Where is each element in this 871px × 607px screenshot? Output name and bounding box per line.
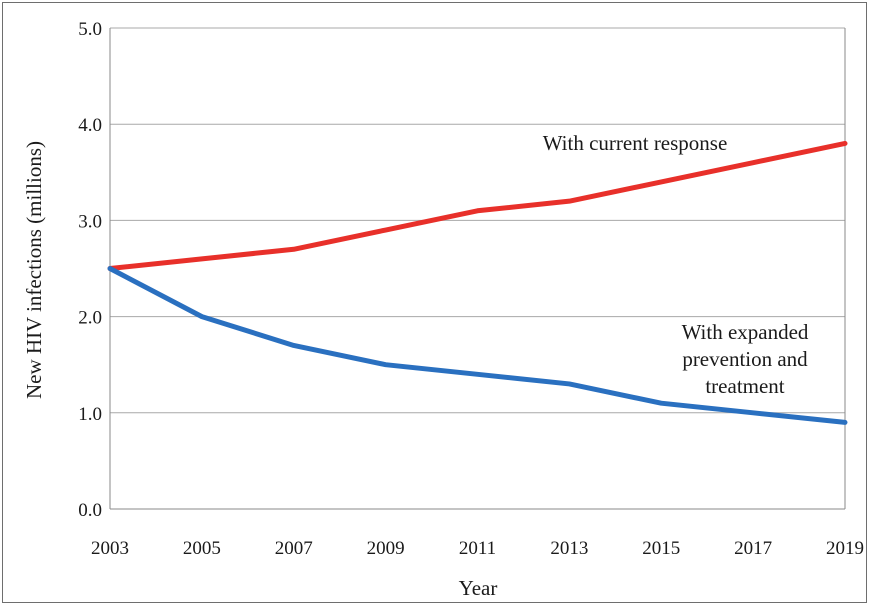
annotation-expanded: treatment: [705, 374, 784, 398]
gridlines: [110, 27, 845, 414]
plot-area: [109, 28, 846, 510]
x-tick-label: 2011: [459, 538, 496, 559]
annotation-expanded: With expanded: [682, 320, 809, 344]
y-tick-label: 4.0: [78, 115, 102, 136]
y-tick-label: 1.0: [78, 404, 102, 425]
annotation-expanded: prevention and: [682, 347, 808, 371]
x-tick-label: 2015: [642, 538, 680, 559]
x-tick-label: 2005: [183, 538, 221, 559]
y-tick-label: 2.0: [78, 308, 102, 329]
x-tick-label: 2009: [367, 538, 405, 559]
x-tick-label: 2003: [91, 538, 129, 559]
series-line-2: [107, 266, 848, 425]
x-tick-label: 2019: [826, 538, 864, 559]
y-tick-label: 3.0: [78, 211, 102, 232]
annotation-current: With current response: [543, 131, 728, 155]
x-axis-title: Year: [459, 576, 498, 600]
x-tick-label: 2017: [734, 538, 772, 559]
x-tick-labels: 2003 2005 2007 2009 2011 2013 2015 2017 2019: [91, 538, 864, 559]
annotations: With current response With expanded preven…: [543, 131, 809, 398]
series-lines: [107, 140, 848, 425]
y-axis-title: New HIV infections (millions): [22, 141, 46, 399]
x-tick-label: 2013: [550, 538, 588, 559]
y-tick-label: 5.0: [78, 19, 102, 40]
x-tick-label: 2007: [275, 538, 313, 559]
y-tick-labels: 0.0 1.0 2.0 3.0 4.0 5.0: [78, 19, 102, 521]
y-tick-label: 0.0: [78, 500, 102, 521]
series-line-1: [107, 140, 848, 271]
